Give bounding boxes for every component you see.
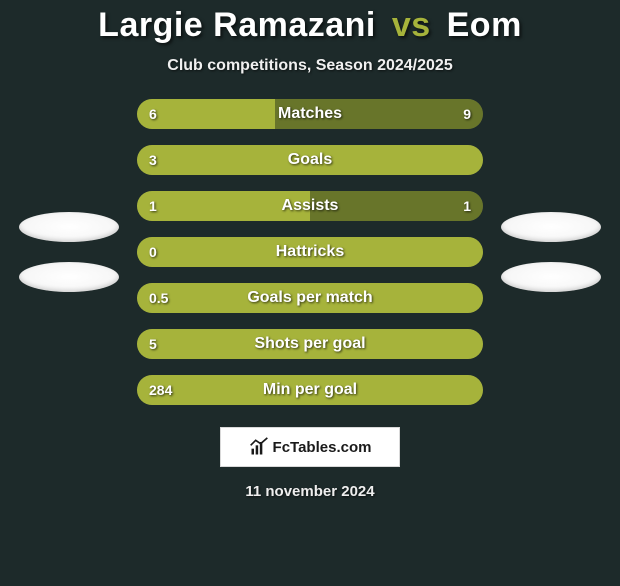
bar-right-fill [310, 191, 483, 221]
left-avatars [19, 212, 119, 292]
player1-name: Largie Ramazani [98, 6, 376, 44]
bar-left-fill [137, 283, 483, 313]
date-label: 11 november 2024 [0, 483, 620, 500]
player2-name: Eom [447, 6, 522, 44]
metric-bar: Goals per match0.5 [137, 283, 483, 313]
watermark: FcTables.com [220, 427, 400, 467]
avatar [19, 262, 119, 292]
bar-right-fill [275, 99, 483, 129]
metric-bar: Shots per goal5 [137, 329, 483, 359]
metric-bars: Matches69 Goals3 Assists11 Hattricks0 Goals … [137, 99, 483, 405]
bar-left-fill [137, 375, 483, 405]
avatar [501, 212, 601, 242]
metric-bar: Min per goal284 [137, 375, 483, 405]
watermark-text: FcTables.com [273, 439, 372, 456]
bar-left-fill [137, 145, 483, 175]
bar-left-fill [137, 99, 275, 129]
avatar [501, 262, 601, 292]
comparison-chart: Matches69 Goals3 Assists11 Hattricks0 Goals … [0, 99, 620, 405]
page-title: Largie Ramazani vs Eom [0, 6, 620, 45]
chart-icon [249, 437, 269, 457]
right-avatars [501, 212, 601, 292]
bar-left-fill [137, 329, 483, 359]
metric-bar: Hattricks0 [137, 237, 483, 267]
metric-bar: Matches69 [137, 99, 483, 129]
bar-left-fill [137, 191, 310, 221]
metric-bar: Goals3 [137, 145, 483, 175]
bar-left-fill [137, 237, 483, 267]
metric-bar: Assists11 [137, 191, 483, 221]
subtitle: Club competitions, Season 2024/2025 [0, 57, 620, 75]
vs-separator: vs [392, 6, 431, 44]
avatar [19, 212, 119, 242]
